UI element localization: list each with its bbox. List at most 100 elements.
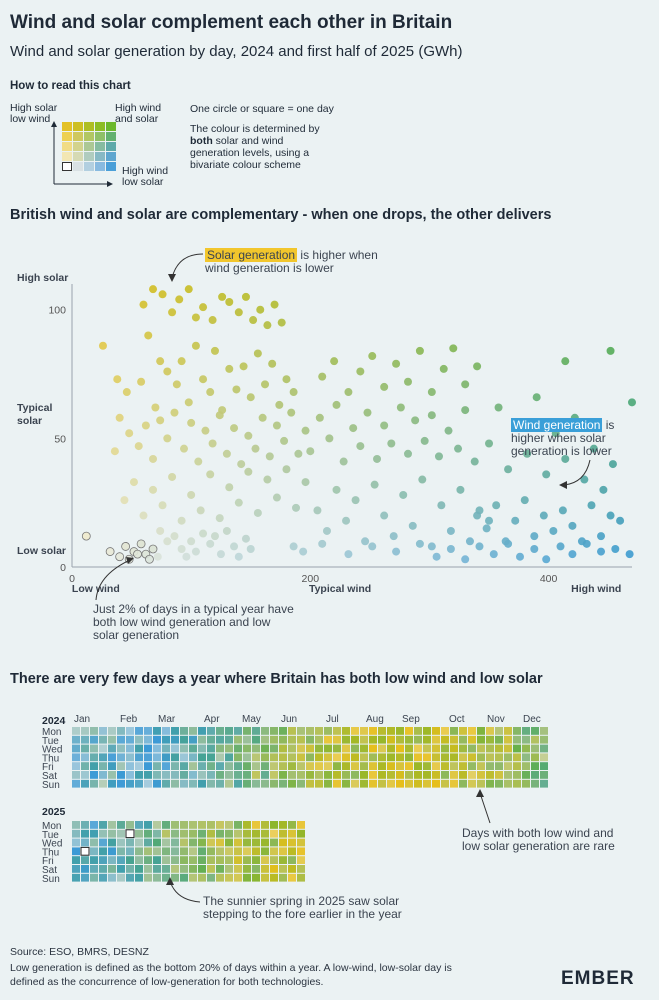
heatmap-cell — [234, 829, 242, 838]
heatmap-cell — [459, 771, 467, 779]
scatter-point — [368, 542, 377, 551]
scatter-point — [399, 490, 408, 499]
heatmap-cell — [297, 829, 305, 838]
scatter-point — [282, 465, 291, 474]
scatter-point — [380, 382, 389, 391]
scatter-point — [234, 308, 243, 317]
heatmap-cell — [72, 753, 80, 762]
heatmap-cell — [261, 873, 269, 882]
scatter-point — [172, 380, 181, 389]
heatmap-cell — [252, 744, 260, 753]
heatmap-cell — [504, 735, 512, 744]
scatter-point — [268, 359, 277, 368]
heatmap-cell — [261, 771, 269, 779]
heatmap-cell — [234, 779, 242, 788]
heatmap-cell — [117, 753, 125, 762]
x-tick-label: 400 — [540, 573, 558, 585]
heatmap-cell — [477, 762, 485, 770]
annot-low-arrowhead — [126, 557, 134, 564]
heatmap-cell — [288, 779, 296, 788]
scatter-point — [81, 531, 91, 541]
scatter-point — [115, 413, 124, 422]
heatmap-cell — [225, 771, 233, 779]
heatmap-cell — [144, 856, 152, 864]
legend-cell — [73, 162, 83, 171]
scatter-point — [432, 552, 441, 561]
scatter-point — [485, 439, 494, 448]
heatmap-cell — [261, 865, 269, 873]
heatmap-cell — [378, 753, 386, 762]
heatmap-cell — [252, 873, 260, 882]
scatter-point — [542, 470, 551, 479]
legend-cell — [106, 162, 116, 171]
heatmap-cell — [153, 779, 161, 788]
heatmap-cell — [360, 744, 368, 753]
heatmap-month-label: Sep — [402, 714, 420, 725]
heatmap-cell — [513, 753, 521, 762]
heatmap-cell — [441, 779, 449, 788]
legend-cell — [73, 152, 83, 161]
heatmap-cell — [270, 771, 278, 779]
heatmap-cell — [513, 771, 521, 779]
heatmap-cell — [414, 771, 422, 779]
scatter-point — [299, 547, 308, 556]
legend-cell — [84, 142, 94, 151]
heatmap-cell — [261, 779, 269, 788]
heatmap-cell — [207, 873, 215, 882]
heatmap-cell — [108, 762, 116, 770]
heatmap-cell — [234, 771, 242, 779]
heatmap-cell — [486, 779, 494, 788]
heatmap-cell — [414, 727, 422, 735]
heatmap-cell — [198, 865, 206, 873]
heatmap-cell — [135, 771, 143, 779]
heatmap-cell — [207, 771, 215, 779]
heatmap-cell — [369, 771, 377, 779]
heatmap-cell — [234, 873, 242, 882]
heatmap-cell — [333, 753, 341, 762]
heatmap-cell — [432, 762, 440, 770]
scatter-point — [133, 549, 142, 559]
scatter-point — [542, 555, 551, 564]
scatter-point — [156, 526, 165, 535]
heatmap-cell — [135, 821, 143, 829]
heatmap-cell — [153, 865, 161, 873]
heatmap-cell — [297, 838, 305, 847]
scatter-point — [272, 421, 281, 430]
scatter-point — [215, 411, 224, 420]
heatmap-cell — [72, 829, 80, 838]
heatmap-cell — [243, 856, 251, 864]
heatmap-cell — [207, 838, 215, 847]
heatmap-day-label: Wed — [42, 839, 62, 850]
heatmap-cell — [270, 727, 278, 735]
scatter-point — [606, 346, 615, 355]
heatmap-cell — [297, 873, 305, 882]
heatmap-cell — [153, 847, 161, 856]
heatmap-cell — [108, 771, 116, 779]
heatmap-day-label: Fri — [42, 762, 54, 773]
heatmap-cell — [378, 771, 386, 779]
scatter-point — [473, 362, 482, 371]
heatmap-cell — [405, 779, 413, 788]
scatter-point — [170, 532, 179, 541]
heatmap-cell — [81, 762, 89, 770]
heatmap-cell — [243, 821, 251, 829]
scatter-point — [616, 516, 625, 525]
heatmap-cell — [234, 865, 242, 873]
scatter-point — [318, 372, 327, 381]
heatmap-month-label: Nov — [487, 714, 505, 725]
heatmap-year-label: 2024 — [42, 715, 66, 727]
heatmap-cell — [333, 744, 341, 753]
legend-cell — [62, 142, 72, 151]
heatmap-cell — [306, 727, 314, 735]
heatmap-cell — [459, 779, 467, 788]
heatmap-cell — [531, 753, 539, 762]
heatmap-cell — [99, 744, 107, 753]
heatmap-cell — [540, 753, 548, 762]
heatmap-cell — [333, 771, 341, 779]
heatmap-cell — [288, 847, 296, 856]
annot-heat-spring: The sunnier spring in 2025 saw solar ste… — [203, 894, 402, 921]
heatmap-cell — [171, 771, 179, 779]
legend-cell — [84, 162, 94, 171]
scatter-point — [606, 511, 615, 520]
scatter-point — [420, 436, 429, 445]
